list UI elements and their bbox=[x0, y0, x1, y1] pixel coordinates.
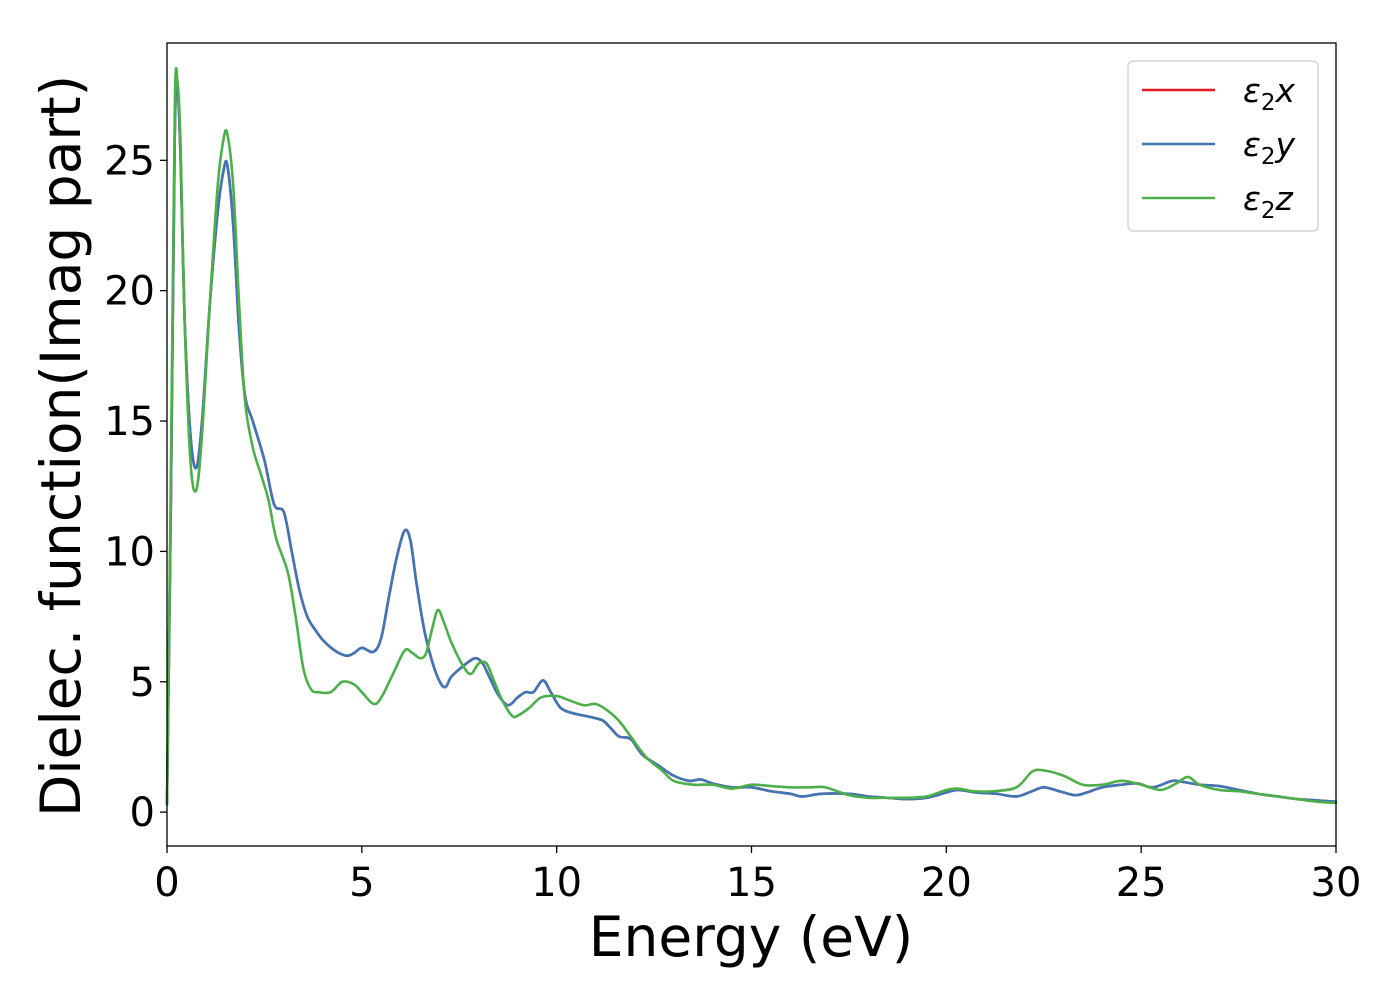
series-layer bbox=[165, 66, 1338, 806]
y-tick-label: 15 bbox=[104, 399, 155, 445]
legend-label-y: ε2y bbox=[1243, 125, 1295, 170]
x-tick-label: 15 bbox=[726, 860, 777, 906]
y-axis-title: Dielec. function(Imag part) bbox=[29, 75, 93, 817]
series-line-y bbox=[165, 80, 1338, 806]
x-axis: 0 5 10 15 20 25 30 bbox=[154, 846, 1361, 906]
y-axis: 0 5 10 15 20 25 bbox=[104, 138, 167, 836]
x-tick-label: 0 bbox=[154, 860, 179, 906]
legend-label-x: ε2x bbox=[1243, 71, 1295, 116]
x-tick-label: 10 bbox=[531, 860, 582, 906]
series-line-z bbox=[165, 66, 1338, 806]
y-tick-label: 20 bbox=[104, 269, 155, 315]
x-tick-label: 20 bbox=[921, 860, 972, 906]
y-tick-label: 5 bbox=[130, 660, 155, 706]
y-tick-label: 25 bbox=[104, 138, 155, 184]
y-tick-label: 10 bbox=[104, 529, 155, 575]
legend-label-z: ε2z bbox=[1243, 179, 1293, 224]
x-axis-title: Energy (eV) bbox=[589, 905, 913, 969]
x-tick-label: 30 bbox=[1311, 860, 1362, 906]
legend-box bbox=[1127, 60, 1319, 232]
x-tick-label: 5 bbox=[349, 860, 374, 906]
x-tick-label: 25 bbox=[1116, 860, 1167, 906]
y-tick-label: 0 bbox=[130, 790, 155, 836]
legend: ε2x ε2y ε2z bbox=[1127, 60, 1319, 232]
